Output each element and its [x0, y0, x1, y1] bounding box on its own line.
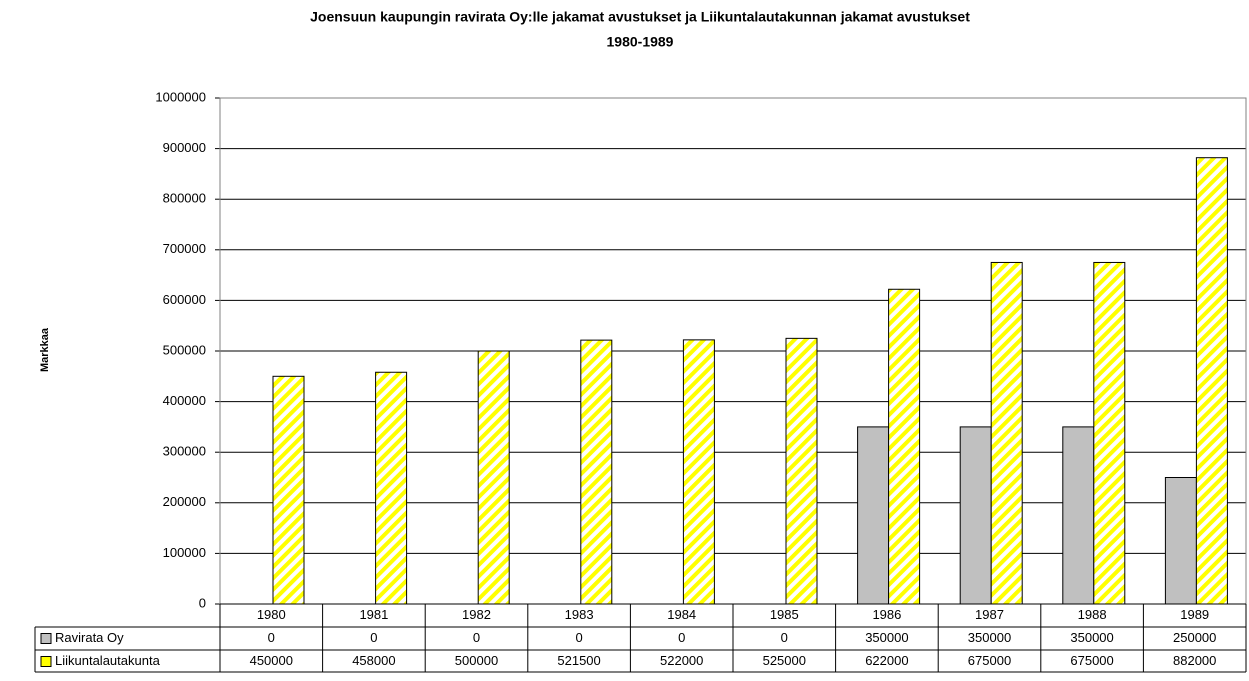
table-value: 458000 — [352, 653, 395, 668]
legend-label: Ravirata Oy — [55, 630, 124, 645]
table-value: 675000 — [968, 653, 1011, 668]
y-axis-title: Markkaa — [39, 327, 51, 372]
y-tick-label: 700000 — [163, 241, 206, 256]
chart-subtitle: 1980-1989 — [607, 34, 674, 50]
table-value: 525000 — [763, 653, 806, 668]
table-value: 350000 — [968, 630, 1011, 645]
x-tick-label: 1987 — [975, 607, 1004, 622]
table-value: 0 — [781, 630, 788, 645]
table-value: 350000 — [865, 630, 908, 645]
y-tick-label: 400000 — [163, 393, 206, 408]
table-value: 0 — [473, 630, 480, 645]
bar — [272, 375, 305, 605]
table-value: 675000 — [1070, 653, 1113, 668]
y-tick-label: 0 — [199, 595, 206, 610]
table-value: 0 — [678, 630, 685, 645]
table-value: 350000 — [1070, 630, 1113, 645]
bar — [1093, 261, 1126, 605]
y-tick-label: 300000 — [163, 444, 206, 459]
y-tick-label: 800000 — [163, 191, 206, 206]
x-tick-label: 1986 — [872, 607, 901, 622]
bar — [1164, 477, 1197, 605]
table-value: 0 — [575, 630, 582, 645]
y-tick-label: 900000 — [163, 140, 206, 155]
bar — [857, 426, 890, 605]
bar — [375, 371, 408, 605]
x-tick-label: 1983 — [565, 607, 594, 622]
table-value: 522000 — [660, 653, 703, 668]
bar — [990, 261, 1023, 605]
x-tick-label: 1988 — [1078, 607, 1107, 622]
table-value: 882000 — [1173, 653, 1216, 668]
legend-swatch — [40, 656, 52, 667]
bar — [888, 288, 921, 605]
y-tick-label: 200000 — [163, 494, 206, 509]
bar — [580, 339, 613, 605]
x-tick-label: 1984 — [667, 607, 696, 622]
y-tick-label: 100000 — [163, 545, 206, 560]
table-value: 0 — [268, 630, 275, 645]
x-tick-label: 1982 — [462, 607, 491, 622]
bar — [959, 426, 992, 605]
legend-swatch — [40, 633, 52, 644]
y-tick-label: 600000 — [163, 292, 206, 307]
y-tick-label: 1000000 — [155, 89, 206, 104]
x-tick-label: 1980 — [257, 607, 286, 622]
y-tick-label: 500000 — [163, 342, 206, 357]
table-value: 622000 — [865, 653, 908, 668]
table-value: 521500 — [557, 653, 600, 668]
x-tick-label: 1981 — [359, 607, 388, 622]
table-value: 500000 — [455, 653, 498, 668]
legend-label: Liikuntalautakunta — [55, 653, 161, 668]
x-tick-label: 1989 — [1180, 607, 1209, 622]
bar — [1062, 426, 1095, 605]
chart-title: Joensuun kaupungin ravirata Oy:lle jakam… — [310, 9, 970, 25]
bar — [1195, 157, 1228, 605]
bar — [682, 339, 715, 605]
table-value: 0 — [370, 630, 377, 645]
table-value: 450000 — [250, 653, 293, 668]
bar — [785, 337, 818, 605]
table-value: 250000 — [1173, 630, 1216, 645]
bar — [477, 350, 510, 605]
x-tick-label: 1985 — [770, 607, 799, 622]
